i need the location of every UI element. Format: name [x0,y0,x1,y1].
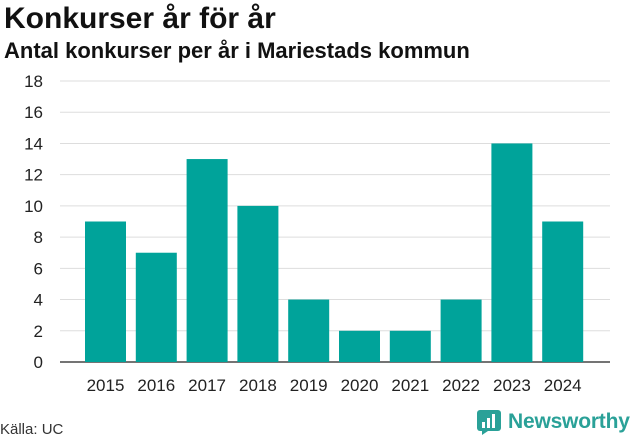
x-axis-ticks: 2015 2016 2017 2018 2019 2020 2021 2022 2023 2024 [87,376,582,395]
y-tick-label: 8 [34,228,43,247]
bar-2016 [135,252,177,362]
y-axis-ticks: 0 2 4 6 8 10 12 14 16 18 [24,72,43,372]
x-tick-label: 2024 [544,376,582,395]
y-tick-label: 18 [24,72,43,91]
chart-subtitle: Antal konkurser per år i Mariestads komm… [4,38,470,63]
bar-2019 [288,299,330,362]
bar-2024 [542,221,584,362]
x-tick-label: 2019 [290,376,328,395]
x-tick-label: 2021 [391,376,429,395]
bar-2023 [491,143,533,362]
y-tick-label: 14 [24,134,43,153]
chart-title: Konkurser år för år [4,2,276,35]
y-tick-label: 2 [34,322,43,341]
bar-2020 [339,330,380,362]
bar-2017 [186,159,228,362]
x-tick-label: 2017 [188,376,226,395]
x-tick-label: 2020 [341,376,379,395]
bars [85,143,584,362]
y-tick-label: 12 [24,166,43,185]
x-tick-label: 2022 [442,376,480,395]
brand-name: Newsworthy [508,410,630,433]
bar-2022 [440,299,482,362]
x-tick-label: 2023 [493,376,531,395]
y-tick-label: 0 [34,353,43,372]
bar-2021 [389,330,431,362]
y-tick-label: 10 [24,197,43,216]
bar-2018 [237,205,279,362]
y-tick-label: 16 [24,103,43,122]
source-note: Källa: UC [0,421,64,438]
x-tick-label: 2018 [239,376,277,395]
x-tick-label: 2015 [87,376,125,395]
bar-2015 [85,221,126,362]
y-tick-label: 4 [34,291,43,310]
x-tick-label: 2016 [137,376,175,395]
y-tick-label: 6 [34,259,43,278]
newsworthy-logo-icon [477,410,501,435]
brand-logo: Newsworthy [476,409,630,435]
